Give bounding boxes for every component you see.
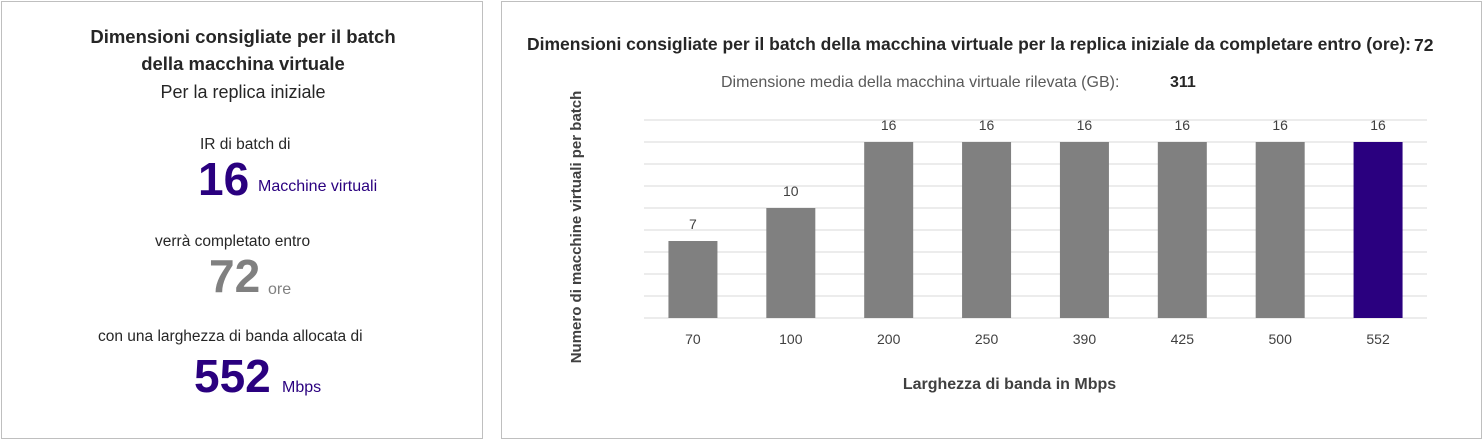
bar-250 xyxy=(962,142,1012,318)
x-tick-425: 425 xyxy=(1171,331,1195,347)
chart-panel: Dimensioni consigliate per il batch dell… xyxy=(501,1,1482,439)
x-axis-label: Larghezza di banda in Mbps xyxy=(903,376,1116,393)
complete-label: verrà completato entro xyxy=(155,233,311,250)
chart-title-value: 72 xyxy=(1414,35,1434,55)
bandwidth-label: con una larghezza di banda allocata di xyxy=(98,328,363,345)
bar-200 xyxy=(864,142,914,318)
x-tick-70: 70 xyxy=(685,331,701,347)
data-label-500: 16 xyxy=(1272,117,1288,133)
data-label-200: 16 xyxy=(881,117,897,133)
bandwidth-value: 552 xyxy=(194,350,271,402)
x-tick-500: 500 xyxy=(1269,331,1293,347)
batch-value: 16 xyxy=(198,153,250,205)
y-axis-label: Numero di macchine virtuali per batch xyxy=(568,91,585,364)
batch-unit: Macchine virtuali xyxy=(258,178,378,195)
x-tick-390: 390 xyxy=(1073,331,1097,347)
summary-title-line1: Dimensioni consigliate per il batch xyxy=(90,26,396,47)
data-label-250: 16 xyxy=(979,117,995,133)
bandwidth-unit: Mbps xyxy=(282,379,322,396)
summary-panel: Dimensioni consigliate per il batch dell… xyxy=(1,1,483,439)
x-tick-250: 250 xyxy=(975,331,999,347)
x-tick-100: 100 xyxy=(779,331,803,347)
hours-value: 72 xyxy=(209,250,261,302)
bar-552 xyxy=(1353,142,1403,318)
bar-chart: 7 70 10 100 16 200 16 250 16 390 16 425 16 500 16 552 La… xyxy=(568,91,1427,393)
data-label-100: 10 xyxy=(783,183,799,199)
x-tick-200: 200 xyxy=(877,331,901,347)
data-label-390: 16 xyxy=(1077,117,1093,133)
bar-100 xyxy=(766,208,816,318)
avg-vm-size-value: 311 xyxy=(1170,74,1196,91)
summary-title-line2: della macchina virtuale xyxy=(141,53,345,74)
hours-unit: ore xyxy=(268,281,292,298)
summary-subtitle: Per la replica iniziale xyxy=(160,82,326,102)
bar-70 xyxy=(668,241,718,318)
avg-vm-size-label: Dimensione media della macchina virtuale… xyxy=(721,74,1120,91)
bar-390 xyxy=(1059,142,1109,318)
data-label-425: 16 xyxy=(1175,117,1191,133)
batch-label: IR di batch di xyxy=(200,136,291,153)
data-label-552: 16 xyxy=(1370,117,1386,133)
data-label-70: 7 xyxy=(689,216,697,232)
bar-425 xyxy=(1157,142,1207,318)
chart-title: Dimensioni consigliate per il batch dell… xyxy=(527,34,1412,54)
x-tick-552: 552 xyxy=(1366,331,1390,347)
bar-500 xyxy=(1255,142,1305,318)
